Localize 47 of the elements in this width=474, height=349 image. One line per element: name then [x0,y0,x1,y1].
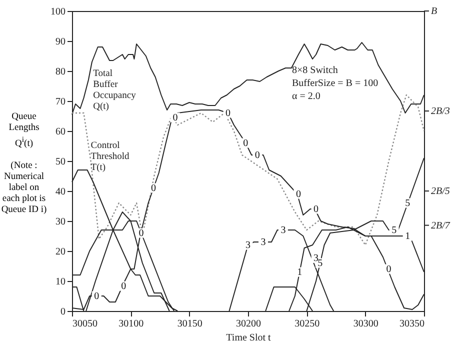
annotation: 0 [151,183,156,194]
x-axis-title: Time Slot t [226,332,272,344]
annotation: 3 [260,237,266,248]
annotation: 0 [121,281,126,292]
annotation: 5 [392,225,397,236]
annotation: Control Threshold T(t) [90,141,130,173]
annotation: 5 [318,258,323,269]
y-tick-label: 80 [56,66,66,78]
annotation: 0 [386,264,392,275]
x-tick-label: 30100 [118,318,144,330]
y-tick-label: 0 [60,306,66,318]
y-tick-label: 70 [56,96,66,108]
x-tick-label: 30250 [294,318,320,330]
x-tick-label: 30050 [72,318,98,330]
annotation: 1 [405,231,410,242]
ref-line-label: B [431,6,438,17]
x-tick-label: 30300 [353,318,378,330]
ref-line-label: 2B/7 [431,220,451,232]
x-tick-label: 30200 [236,318,261,330]
annotation: 8×8 Switch BufferSize = B = 100 α = 2.0 [292,65,378,102]
y-tick-label: 90 [56,36,66,48]
annotation: 3 [246,240,250,251]
y-tick-label: 10 [56,276,66,288]
annotation: 5 [405,198,410,209]
y-tick-label: 30 [56,216,66,228]
annotation: 3 [314,253,319,264]
annotation: Total Buffer Occupancy Q(t) [93,69,136,112]
x-tick-label: 30350 [400,318,424,330]
y-tick-label: 50 [56,156,66,168]
annotation: 0 [226,108,231,119]
y-tick-label: 40 [56,186,66,198]
y-tick-label: 20 [56,246,66,258]
annotation: 0 [243,138,248,149]
annotation: 0 [296,189,301,200]
y-tick-label: 60 [56,126,66,138]
annotation: 0 [172,112,178,124]
x-tick-label: 30150 [177,318,202,330]
annotation: 0 [314,204,319,215]
ref-line-label: 2B/3 [431,106,450,117]
annotation: 3 [280,225,286,236]
y-tick-label: 100 [50,6,66,18]
annotation: 0 [254,150,260,161]
text: Queue Lengths Q$^{i}$(t) (Note : Numerical label on each plot is Queue ID i) [1,112,47,216]
annotation: 0 [138,228,144,239]
annotation: 1 [297,267,302,278]
annotation: 0 [94,291,100,302]
ref-line-label: 2B/5 [431,186,450,197]
